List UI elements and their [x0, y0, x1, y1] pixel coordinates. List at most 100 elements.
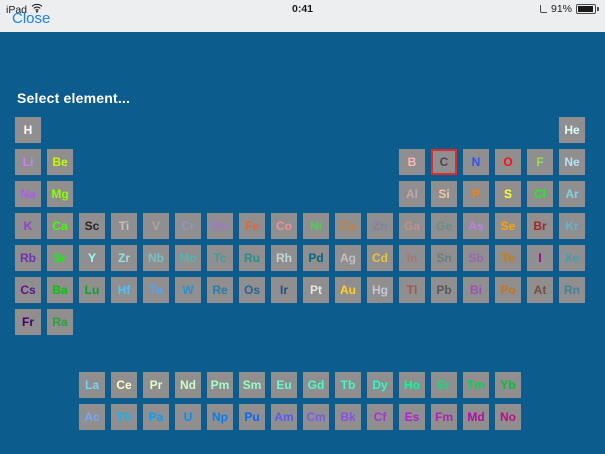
element-nb[interactable]: Nb — [143, 245, 169, 271]
element-cd[interactable]: Cd — [367, 245, 393, 271]
element-po[interactable]: Po — [495, 277, 521, 303]
element-th[interactable]: Th — [111, 404, 137, 430]
element-he[interactable]: He — [559, 117, 585, 143]
element-o[interactable]: O — [495, 149, 521, 175]
element-pu[interactable]: Pu — [239, 404, 265, 430]
element-mg[interactable]: Mg — [47, 181, 73, 207]
element-c[interactable]: C — [431, 149, 457, 175]
element-gd[interactable]: Gd — [303, 372, 329, 398]
element-au[interactable]: Au — [335, 277, 361, 303]
element-v[interactable]: V — [143, 213, 169, 239]
element-ce[interactable]: Ce — [111, 372, 137, 398]
element-sb[interactable]: Sb — [463, 245, 489, 271]
element-dy[interactable]: Dy — [367, 372, 393, 398]
element-si[interactable]: Si — [431, 181, 457, 207]
element-te[interactable]: Te — [495, 245, 521, 271]
element-cm[interactable]: Cm — [303, 404, 329, 430]
element-kr[interactable]: Kr — [559, 213, 585, 239]
element-pb[interactable]: Pb — [431, 277, 457, 303]
element-bk[interactable]: Bk — [335, 404, 361, 430]
element-am[interactable]: Am — [271, 404, 297, 430]
element-pa[interactable]: Pa — [143, 404, 169, 430]
element-ir[interactable]: Ir — [271, 277, 297, 303]
element-sc[interactable]: Sc — [79, 213, 105, 239]
element-fm[interactable]: Fm — [431, 404, 457, 430]
element-yb[interactable]: Yb — [495, 372, 521, 398]
element-ga[interactable]: Ga — [399, 213, 425, 239]
element-la[interactable]: La — [79, 372, 105, 398]
element-mo[interactable]: Mo — [175, 245, 201, 271]
element-mn[interactable]: Mn — [207, 213, 233, 239]
element-es[interactable]: Es — [399, 404, 425, 430]
element-in[interactable]: In — [399, 245, 425, 271]
element-sr[interactable]: Sr — [47, 245, 73, 271]
element-al[interactable]: Al — [399, 181, 425, 207]
element-w[interactable]: W — [175, 277, 201, 303]
element-k[interactable]: K — [15, 213, 41, 239]
element-ge[interactable]: Ge — [431, 213, 457, 239]
element-ra[interactable]: Ra — [47, 309, 73, 335]
element-i[interactable]: I — [527, 245, 553, 271]
element-ru[interactable]: Ru — [239, 245, 265, 271]
element-rb[interactable]: Rb — [15, 245, 41, 271]
element-zn[interactable]: Zn — [367, 213, 393, 239]
element-p[interactable]: P — [463, 181, 489, 207]
element-li[interactable]: Li — [15, 149, 41, 175]
element-y[interactable]: Y — [79, 245, 105, 271]
element-co[interactable]: Co — [271, 213, 297, 239]
element-xe[interactable]: Xe — [559, 245, 585, 271]
element-br[interactable]: Br — [527, 213, 553, 239]
element-cf[interactable]: Cf — [367, 404, 393, 430]
element-b[interactable]: B — [399, 149, 425, 175]
element-cl[interactable]: Cl — [527, 181, 553, 207]
element-tl[interactable]: Tl — [399, 277, 425, 303]
element-s[interactable]: S — [495, 181, 521, 207]
element-ar[interactable]: Ar — [559, 181, 585, 207]
element-ca[interactable]: Ca — [47, 213, 73, 239]
element-bi[interactable]: Bi — [463, 277, 489, 303]
element-lu[interactable]: Lu — [79, 277, 105, 303]
element-nd[interactable]: Nd — [175, 372, 201, 398]
element-as[interactable]: As — [463, 213, 489, 239]
element-cu[interactable]: Cu — [335, 213, 361, 239]
element-pd[interactable]: Pd — [303, 245, 329, 271]
element-fe[interactable]: Fe — [239, 213, 265, 239]
element-hg[interactable]: Hg — [367, 277, 393, 303]
element-ti[interactable]: Ti — [111, 213, 137, 239]
element-hf[interactable]: Hf — [111, 277, 137, 303]
element-sn[interactable]: Sn — [431, 245, 457, 271]
element-u[interactable]: U — [175, 404, 201, 430]
element-se[interactable]: Se — [495, 213, 521, 239]
element-pr[interactable]: Pr — [143, 372, 169, 398]
element-pt[interactable]: Pt — [303, 277, 329, 303]
element-cs[interactable]: Cs — [15, 277, 41, 303]
element-rh[interactable]: Rh — [271, 245, 297, 271]
element-md[interactable]: Md — [463, 404, 489, 430]
element-ta[interactable]: Ta — [143, 277, 169, 303]
element-tm[interactable]: Tm — [463, 372, 489, 398]
element-tb[interactable]: Tb — [335, 372, 361, 398]
element-be[interactable]: Be — [47, 149, 73, 175]
element-er[interactable]: Er — [431, 372, 457, 398]
element-tc[interactable]: Tc — [207, 245, 233, 271]
element-na[interactable]: Na — [15, 181, 41, 207]
element-ac[interactable]: Ac — [79, 404, 105, 430]
element-no[interactable]: No — [495, 404, 521, 430]
element-f[interactable]: F — [527, 149, 553, 175]
element-ho[interactable]: Ho — [399, 372, 425, 398]
element-fr[interactable]: Fr — [15, 309, 41, 335]
element-h[interactable]: H — [15, 117, 41, 143]
element-sm[interactable]: Sm — [239, 372, 265, 398]
element-ag[interactable]: Ag — [335, 245, 361, 271]
element-pm[interactable]: Pm — [207, 372, 233, 398]
element-n[interactable]: N — [463, 149, 489, 175]
element-eu[interactable]: Eu — [271, 372, 297, 398]
element-cr[interactable]: Cr — [175, 213, 201, 239]
element-ba[interactable]: Ba — [47, 277, 73, 303]
element-np[interactable]: Np — [207, 404, 233, 430]
element-os[interactable]: Os — [239, 277, 265, 303]
element-re[interactable]: Re — [207, 277, 233, 303]
element-ne[interactable]: Ne — [559, 149, 585, 175]
element-zr[interactable]: Zr — [111, 245, 137, 271]
element-ni[interactable]: Ni — [303, 213, 329, 239]
